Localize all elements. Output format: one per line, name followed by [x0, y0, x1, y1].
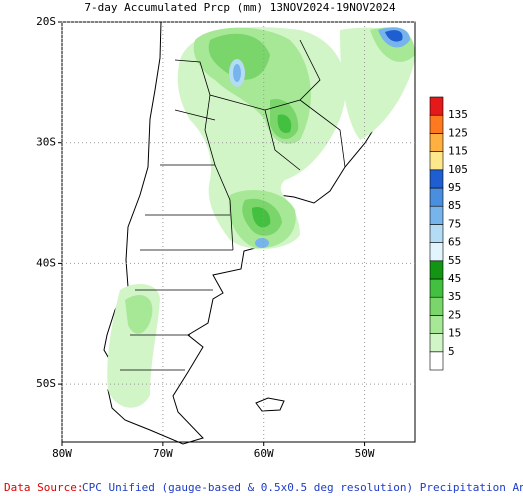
colorbar-label: 95	[448, 181, 461, 194]
lon-tick-label: 80W	[52, 447, 72, 460]
colorbar-box	[429, 151, 444, 171]
colorbar-label: 45	[448, 272, 461, 285]
falkland-islands	[255, 397, 285, 412]
lat-tick-label: 40S	[36, 256, 56, 269]
colorbar-label: 55	[448, 254, 461, 267]
colorbar-box	[429, 114, 444, 134]
colorbar-box	[429, 278, 444, 298]
colorbar-label: 25	[448, 308, 461, 321]
lat-tick-label: 50S	[36, 377, 56, 390]
colorbar-box	[429, 242, 444, 262]
lon-tick-label: 70W	[153, 447, 173, 460]
lat-tick-label: 20S	[36, 15, 56, 28]
colorbar-label: 105	[448, 163, 468, 176]
lat-tick-label: 30S	[36, 136, 56, 149]
colorbar-label: 135	[448, 108, 468, 121]
borders	[120, 39, 346, 371]
colorbar-box	[429, 133, 444, 152]
colorbar-box	[429, 315, 444, 334]
precipitation	[107, 27, 415, 408]
lon-tick-label: 60W	[254, 447, 274, 460]
colorbar-label: 115	[448, 145, 468, 158]
colorbar-box	[429, 351, 444, 371]
footer-text: CPC Unified (gauge-based & 0.5x0.5 deg r…	[82, 481, 523, 494]
colorbar-label: 15	[448, 327, 461, 340]
colorbar-label: 85	[448, 199, 461, 212]
colorbar-box	[429, 296, 444, 316]
colorbar-box	[429, 224, 444, 243]
colorbar-label: 35	[448, 290, 461, 303]
colorbar-box	[429, 333, 444, 353]
colorbar-box	[429, 187, 444, 207]
colorbar: 5 15 25 35 45 55 65 75 85 95 105 115 125 135	[429, 96, 468, 371]
footer-label: Data Source:	[4, 481, 83, 494]
map-title: 7-day Accumulated Prcp (mm) 13NOV2024-19…	[84, 1, 396, 14]
colorbar-box	[429, 260, 444, 280]
colorbar-box	[429, 205, 444, 225]
colorbar-label: 65	[448, 236, 461, 249]
colorbar-label: 5	[448, 345, 455, 358]
colorbar-box	[429, 96, 444, 116]
colorbar-label: 75	[448, 217, 461, 230]
map-area	[61, 21, 416, 445]
lon-tick-label: 50W	[355, 447, 375, 460]
colorbar-label: 125	[448, 126, 468, 139]
colorbar-box	[429, 169, 444, 189]
